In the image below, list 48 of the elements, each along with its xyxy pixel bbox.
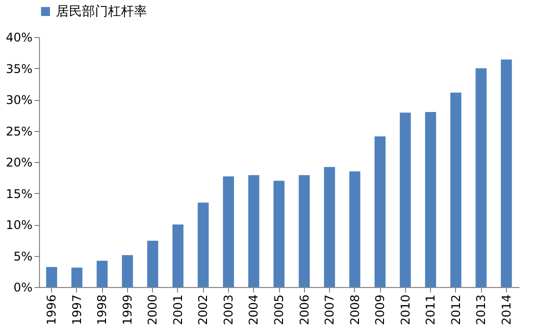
y-tick-label: 40%: [6, 30, 32, 44]
bar: [248, 175, 260, 287]
y-tick-label: 35%: [6, 62, 32, 76]
bar: [450, 92, 462, 287]
bar: [147, 240, 158, 287]
x-tick-label: 2014: [499, 294, 514, 326]
y-tick-label: 15%: [6, 186, 32, 201]
x-tick-label: 1999: [120, 294, 134, 326]
bar: [324, 167, 336, 287]
x-tick-label: 2002: [196, 294, 210, 326]
bar: [172, 224, 184, 287]
bar: [96, 260, 108, 287]
x-tick-label: 1996: [44, 294, 59, 326]
y-tick-label: 20%: [6, 156, 32, 170]
y-tick-label: 10%: [6, 218, 32, 232]
bar: [71, 268, 82, 287]
x-tick-label: 2013: [474, 294, 488, 326]
x-tick-label: 2004: [246, 294, 261, 326]
x-tick-label: 2000: [146, 294, 160, 326]
y-tick-label: 0%: [13, 280, 32, 294]
x-tick-label: 2011: [424, 294, 438, 326]
bar: [500, 60, 512, 287]
bar: [425, 112, 436, 287]
bar: [374, 136, 386, 287]
legend-label: 居民部门杠杆率: [56, 4, 147, 20]
x-tick-label: 2010: [398, 294, 412, 326]
bar: [122, 255, 133, 287]
x-tick-label: 2003: [221, 294, 236, 326]
x-tick-label: 2006: [297, 294, 312, 326]
x-tick-label: 2001: [170, 294, 185, 326]
x-tick-label: 2007: [322, 294, 337, 326]
bar: [476, 68, 487, 287]
x-tick-label: 2009: [373, 294, 388, 326]
x-tick-label: 2012: [448, 294, 463, 326]
x-tick-label: 2008: [348, 294, 362, 326]
x-tick-label: 2005: [272, 294, 286, 326]
x-tick-label: 1997: [70, 294, 84, 326]
bar: [298, 175, 310, 287]
bar: [198, 202, 209, 287]
y-tick-label: 30%: [6, 93, 32, 107]
y-tick-label: 25%: [6, 124, 32, 138]
x-tick-label: 1998: [95, 294, 110, 326]
bar: [349, 171, 360, 287]
bar: [222, 176, 234, 287]
bar: [46, 267, 58, 287]
bar: [400, 112, 411, 287]
y-tick-label: 5%: [13, 249, 32, 264]
bar: [274, 180, 284, 287]
